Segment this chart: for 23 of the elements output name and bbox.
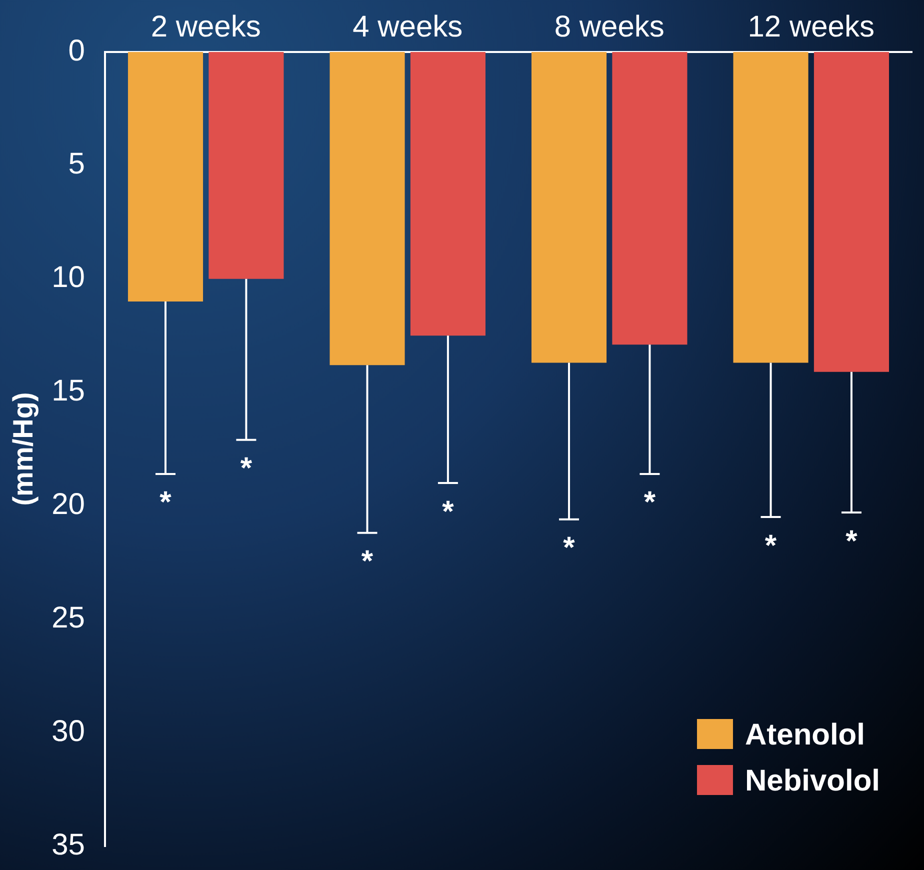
y-tick-label: 15 xyxy=(52,374,85,408)
annotation: * xyxy=(764,529,777,562)
legend-label: Nebivolol xyxy=(744,764,880,798)
y-tick-label: 30 xyxy=(52,714,85,748)
x-tick-label: 12 weeks xyxy=(748,10,874,44)
annotation: * xyxy=(160,486,172,520)
x-tick-label: 2 weeks xyxy=(150,10,261,44)
annotation: * xyxy=(361,545,374,578)
y-tick-label: 35 xyxy=(52,828,85,862)
annotation: * xyxy=(240,452,252,486)
y-tick-label: 0 xyxy=(68,34,85,68)
annotation: * xyxy=(644,486,656,520)
y-tick-label: 25 xyxy=(52,601,85,634)
y-tick-label: 10 xyxy=(52,261,85,294)
annotation: * xyxy=(563,532,576,565)
x-tick-label: 8 weeks xyxy=(554,10,664,44)
y-tick-label: 20 xyxy=(52,488,85,521)
y-axis-title: (mm/Hg) xyxy=(8,392,39,506)
x-tick-label: 4 weeks xyxy=(352,10,463,44)
annotation: * xyxy=(846,524,858,558)
legend-label: Atenolol xyxy=(744,718,865,752)
y-tick-label: 5 xyxy=(68,148,85,181)
annotation: * xyxy=(442,495,454,528)
